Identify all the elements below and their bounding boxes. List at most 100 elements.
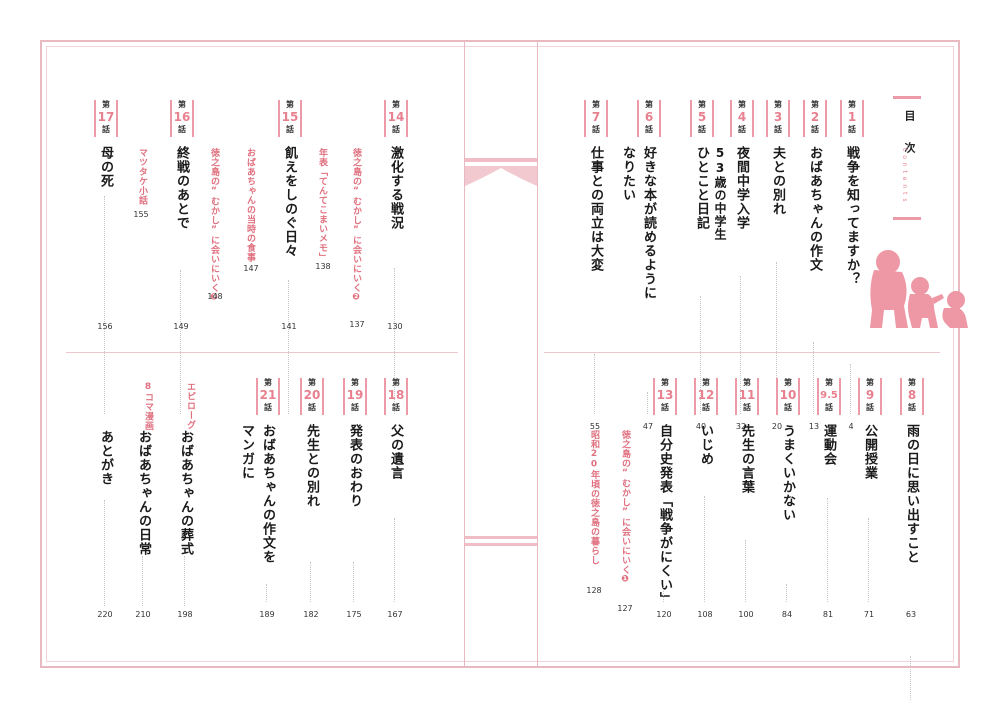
ribbon-bottom-1 <box>465 536 537 539</box>
chapter-title: 自分史発表「戦争がにくい」 <box>657 424 672 606</box>
leader-dots <box>288 280 290 414</box>
spine-left-line <box>464 40 465 668</box>
chapter-title: 運動会 <box>821 424 836 466</box>
page-frame <box>40 40 960 668</box>
ribbon-bottom-2 <box>465 543 537 546</box>
page-number: 63 <box>905 610 917 619</box>
chapter-number-badge: 第 13 話 <box>653 378 677 415</box>
sidebar-timeline-memo[interactable]: 年表「てんてこまいメモ」 <box>317 148 327 262</box>
chapter-number-badge: 第 18 話 <box>384 378 408 415</box>
chapter-title: ひとこと日記 <box>694 146 709 230</box>
leader-dots <box>394 518 396 602</box>
page-number: 220 <box>97 610 113 619</box>
grandmother-and-children-silhouette-icon <box>870 250 968 328</box>
sidebar-showa20-life[interactable]: 昭和20年頃の徳之島の暮らし <box>589 430 599 565</box>
page-frame-inner <box>46 46 954 662</box>
chapter-title: 激化する戦況 <box>388 146 403 230</box>
sidebar-page-number: 148 <box>207 292 223 301</box>
chapter-title: 母の死 <box>98 146 113 188</box>
chapter-title: いじめ <box>698 424 713 466</box>
leader-dots <box>310 562 312 602</box>
contents-subtitle: c o n t e n t s <box>901 148 908 203</box>
chapter-title: 夜間中学入学 <box>734 146 749 230</box>
ribbon-top <box>465 158 537 186</box>
page-number: 175 <box>346 610 362 619</box>
chapter-title: 夫との別れ <box>770 146 785 216</box>
chapter-number-badge: 第 9.5 話 <box>817 378 841 415</box>
sidebar-tokunoshima-3[interactable]: 徳之島の“むかし”に会いにいく❸ <box>209 148 219 303</box>
leader-dots <box>786 584 788 602</box>
chapter-title: おばあちゃんの作文 <box>807 146 822 272</box>
chapter-number-badge: 第 10 話 <box>776 378 800 415</box>
page-number: 198 <box>177 610 193 619</box>
contents-header: 目 次 c o n t e n t s <box>893 96 921 220</box>
chapter-title: うまくいかない <box>780 424 795 522</box>
chapter-title: 父の遺言 <box>388 424 403 480</box>
leader-dots <box>353 562 355 602</box>
page-number: 55 <box>589 422 601 431</box>
page-number: 47 <box>642 422 654 431</box>
leader-dots <box>266 584 268 602</box>
page-number: 40 <box>695 422 707 431</box>
sidebar-grandma-meals[interactable]: おばあちゃんの当時の食事 <box>245 148 255 262</box>
page-number: 156 <box>97 322 113 331</box>
chapter-title: 公開授業 <box>862 424 877 480</box>
chapter-number-badge: 第 14 話 <box>384 100 408 137</box>
page-number: 13 <box>808 422 820 431</box>
leader-dots <box>776 262 778 414</box>
chapter-title: 好きな本が読めるように <box>641 146 656 300</box>
chapter-number-badge: 第 15 話 <box>278 100 302 137</box>
chapter-number-badge: 第 20 話 <box>300 378 324 415</box>
leader-dots <box>647 392 649 414</box>
leader-dots <box>184 556 186 606</box>
chapter-number-badge: 第 12 話 <box>694 378 718 415</box>
divider-left <box>66 352 458 353</box>
sidebar-page-number: 138 <box>315 262 331 271</box>
chapter-title: 終戦のあとで <box>174 146 189 230</box>
leader-dots <box>813 342 815 414</box>
sidebar-tokunoshima-1[interactable]: 徳之島の“むかし”に会いにいく❶ <box>620 430 630 585</box>
page-number: 120 <box>656 610 672 619</box>
leader-dots <box>850 364 852 414</box>
chapter-title: おばあちゃんの日常 <box>136 430 151 556</box>
chapter-title: おばあちゃんの葬式 <box>178 430 193 556</box>
leader-dots <box>827 498 829 602</box>
leader-dots <box>180 270 182 414</box>
leader-dots <box>700 296 702 414</box>
divider-right <box>544 352 940 353</box>
page-number: 130 <box>387 322 403 331</box>
chapter-title: 仕事との両立は大変 <box>588 146 603 272</box>
sidebar-page-number: 155 <box>133 210 149 219</box>
chapter-subtitle: なりたい <box>620 146 635 202</box>
leader-dots <box>868 518 870 602</box>
chapter-title: 戦争を知ってますか？ <box>844 146 859 286</box>
page-number: 20 <box>771 422 783 431</box>
chapter-number-badge: 第 17 話 <box>94 100 118 137</box>
header-bar-top <box>893 96 921 99</box>
sidebar-page-number: 128 <box>586 586 602 595</box>
spine-right-line <box>537 40 538 668</box>
chapter-title: 先生の言葉 <box>739 424 754 494</box>
page-number: 100 <box>738 610 754 619</box>
header-bar-bottom <box>893 217 921 220</box>
page-number: 149 <box>173 322 189 331</box>
extra-label-epilogue: エピローグ <box>185 382 195 430</box>
page-number: 4 <box>848 422 854 431</box>
leader-dots <box>704 496 706 602</box>
sidebar-matsutake-story[interactable]: マツタケ小話 <box>137 148 147 205</box>
page-number: 81 <box>822 610 834 619</box>
page-number: 189 <box>259 610 275 619</box>
chapter-number-badge: 第 16 話 <box>170 100 194 137</box>
chapter-title: 発表のおわり <box>347 424 362 508</box>
sidebar-tokunoshima-2[interactable]: 徳之島の“むかし”に会いにいく❷ <box>351 148 361 303</box>
leader-dots <box>745 540 747 602</box>
page-number: 141 <box>281 322 297 331</box>
